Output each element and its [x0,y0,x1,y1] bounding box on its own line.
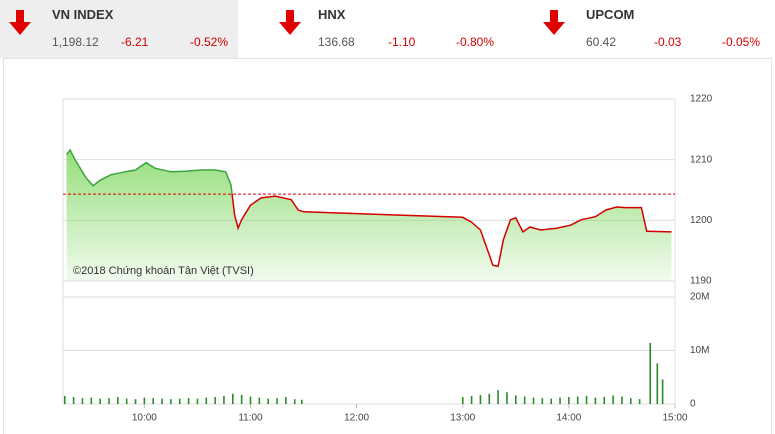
volume-bar [258,397,261,404]
volume-bar [461,397,464,404]
index-change: -0.03 [654,35,682,49]
x-tick-label: 11:00 [238,413,263,424]
y-tick-label: 1210 [690,154,713,165]
volume-bar [656,363,659,404]
volume-bar [488,393,491,404]
volume-bar [585,395,588,404]
area [66,150,672,281]
down-arrow [279,10,301,35]
volume-bar [612,395,614,404]
volume-bar [143,397,146,404]
y-tick-label: 1190 [690,276,712,287]
index-change: -1.10 [388,35,416,49]
index-change: -6.21 [121,35,149,49]
volume-bar [497,390,499,404]
index-value: 60.42 [586,35,617,49]
x-tick-label: 10:00 [132,413,157,424]
volume-bar [178,398,181,404]
index-name: HNX [318,7,346,22]
price-line [65,148,233,195]
down-arrow [9,10,31,35]
y-tick-label: 1200 [690,215,713,226]
volume-bar [223,395,225,404]
volume-bar [108,398,110,404]
volume-bar [232,393,234,404]
panel-border [3,58,772,434]
volume-bar [117,397,119,404]
x-tick-label: 14:00 [556,413,581,424]
volume-bar [541,398,544,404]
volume-bar [205,397,208,404]
volume-bar [81,398,84,404]
price-line [231,194,672,268]
y-tick-label: 10M [690,345,709,356]
index-percent: -0.52% [190,35,229,49]
volume-bar [621,396,623,404]
copyright: ©2018 Chứng khoán Tân Việt (TVSI) [73,265,254,277]
volume-bar [187,398,190,404]
volume-bar [550,398,552,404]
index-tab[interactable]: UPCOM 60.42 -0.03 -0.05% [534,0,775,58]
down-arrow [543,10,565,35]
index-percent: -0.80% [456,35,495,49]
volume-bar [523,396,526,404]
volume-bar [293,399,296,404]
volume-bar [249,396,252,404]
volume-bar [161,398,163,404]
index-value: 136.68 [318,35,355,49]
index-tab[interactable]: VN INDEX 1,198.12 -6.21 -0.52% [0,0,238,58]
y-tick-label: 0 [690,399,696,410]
volume-bar [152,398,155,404]
x-tick-label: 13:00 [450,413,475,424]
volume-bar [629,398,632,404]
x-tick-label: 15:00 [662,413,687,424]
volume-bar [63,395,66,404]
volume-bar [300,399,303,404]
volume-bar [276,398,278,404]
volume-bar [576,396,579,404]
volume-bar [532,397,535,404]
volume-bar [479,394,482,404]
index-percent: -0.05% [722,35,761,49]
volume-bar [603,397,606,404]
volume-bar [267,398,269,404]
x-tick-label: 12:00 [344,413,369,424]
volume-bar [125,398,128,404]
volume-bar [214,397,216,404]
volume-bar [90,397,93,404]
y-tick-label: 1220 [690,94,713,105]
volume-bar [559,397,561,404]
volume-bar [240,394,243,404]
y-tick-label: 20M [690,292,709,303]
volume-bar [638,399,641,404]
index-value: 1,198.12 [52,35,99,49]
volume-bar [72,397,75,404]
volume-bar [134,399,137,404]
index-name: VN INDEX [52,7,114,22]
volume-bar [470,395,473,404]
volume-bar [515,395,517,404]
volume-bar [506,392,508,404]
volume-bar [661,379,664,404]
index-name: UPCOM [586,7,635,22]
volume-bar [594,397,597,404]
volume-bar [170,399,172,404]
index-tab[interactable]: HNX 136.68 -1.10 -0.80% [270,0,520,58]
volume-bar [285,397,287,404]
volume-bar [568,397,570,404]
volume-bar [649,343,652,404]
volume-bar [99,398,101,404]
volume-bar [196,398,199,404]
